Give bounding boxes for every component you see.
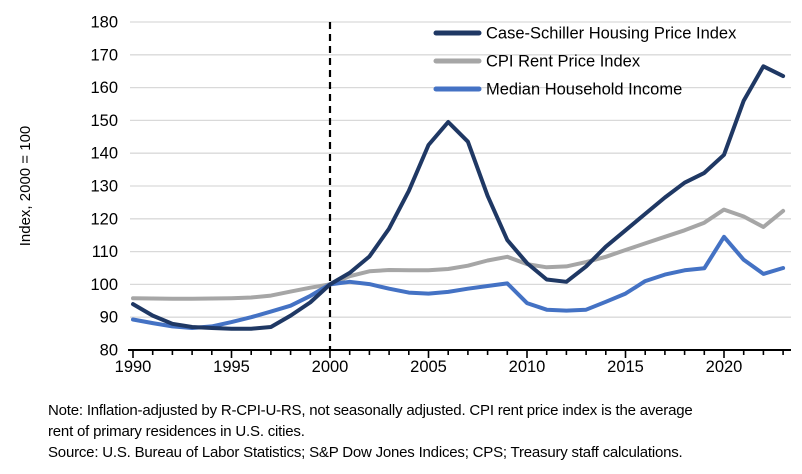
line-chart: 1990 1995 2000 2005 2010 2015 2020 80 90 100 110 12… xyxy=(17,14,791,376)
y-tick-label: 150 xyxy=(90,112,118,130)
y-tick-label: 100 xyxy=(90,276,118,294)
x-tick-label: 2005 xyxy=(410,358,447,376)
y-tick-label: 170 xyxy=(90,46,118,64)
series-line-0 xyxy=(131,64,786,331)
x-tick-label: 1990 xyxy=(115,358,152,376)
x-tick-label: 2015 xyxy=(607,358,644,376)
series-line-1 xyxy=(131,207,786,301)
y-tick-label: 80 xyxy=(100,342,118,360)
x-tick-label: 2010 xyxy=(509,358,546,376)
y-tick-label: 110 xyxy=(92,243,118,261)
note-text-line1: Note: Inflation-adjusted by R-CPI-U-RS, … xyxy=(48,402,693,419)
series-line-2 xyxy=(131,234,786,330)
y-axis-title: Index, 2000 = 100 xyxy=(17,126,34,247)
note-text-line2: rent of primary residences in U.S. citie… xyxy=(48,423,305,440)
x-tick-label: 1995 xyxy=(213,358,250,376)
y-tick-label: 160 xyxy=(90,79,118,97)
footnotes: Note: Inflation-adjusted by R-CPI-U-RS, … xyxy=(48,400,790,463)
x-tick-label: 2020 xyxy=(706,358,743,376)
y-tick-label: 130 xyxy=(90,178,118,196)
y-tick-label: 90 xyxy=(100,309,118,327)
x-tick-label: 2000 xyxy=(312,358,349,376)
y-tick-label: 180 xyxy=(90,14,118,32)
source-text: Source: U.S. Bureau of Labor Statistics;… xyxy=(48,444,683,461)
y-tick-label: 120 xyxy=(90,210,118,228)
legend-label-2: Median Household Income xyxy=(486,81,682,99)
legend-label-1: CPI Rent Price Index xyxy=(486,53,641,71)
y-tick-label: 140 xyxy=(90,145,118,163)
legend-label-0: Case-Schiller Housing Price Index xyxy=(486,25,737,43)
